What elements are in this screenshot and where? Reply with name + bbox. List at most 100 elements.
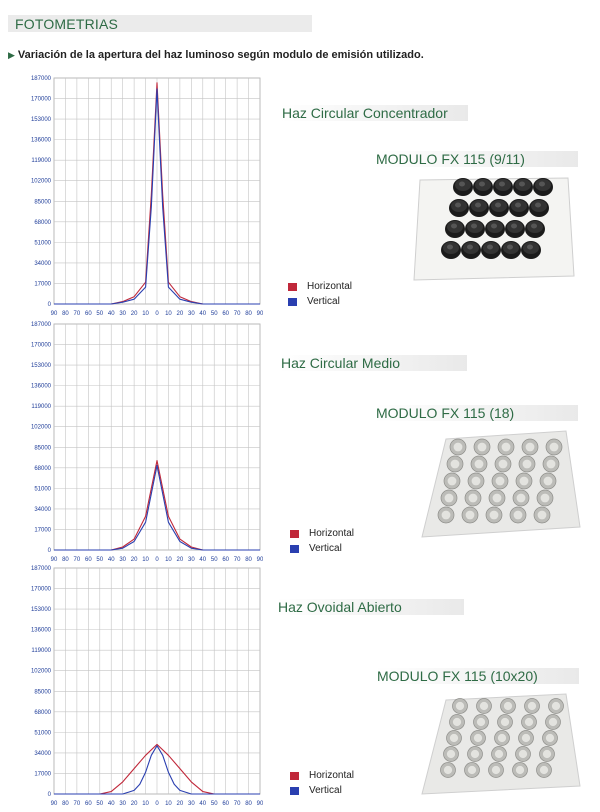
lens-center-icon [475, 460, 484, 469]
beam-label-1: Haz Circular Concentrador [280, 105, 468, 121]
lens-center-icon [514, 511, 523, 520]
y-tick-label: 187000 [31, 566, 52, 572]
y-tick-label: 85000 [34, 445, 51, 451]
module-label-1: MODULO FX 115 (9/11) [374, 151, 578, 167]
lens-center-icon [492, 766, 500, 774]
y-tick-label: 153000 [31, 607, 52, 613]
lens-center-icon [468, 766, 476, 774]
x-tick-label: 10 [165, 311, 172, 317]
lens-center-icon [543, 750, 551, 758]
lens-center-icon [490, 511, 499, 520]
y-tick-label: 34000 [34, 507, 51, 513]
lens-highlight-icon [507, 245, 513, 250]
lens-highlight-icon [475, 203, 481, 208]
photometric-chart-2: 90 80 70 60 50 40 30 20 10 0 10 20 30 40 50 60 70 80 90 187… [18, 318, 263, 566]
chart-2-svg: 90 80 70 60 50 40 30 20 10 0 10 20 30 40 50 60 70 80 90187… [18, 318, 263, 566]
x-tick-label: 30 [188, 801, 195, 807]
x-tick-label: 50 [211, 801, 218, 807]
y-tick-label: 51000 [34, 730, 51, 736]
module-photo-18 [416, 425, 582, 545]
lens-highlight-icon [467, 245, 473, 250]
y-tick-label: 187000 [31, 322, 52, 328]
x-tick-label: 0 [155, 311, 159, 317]
red-swatch-icon [290, 772, 299, 780]
lens-highlight-icon [499, 182, 505, 187]
lens-center-icon [448, 477, 457, 486]
lens-center-icon [445, 494, 454, 503]
y-tick-label: 170000 [31, 587, 52, 593]
lens-center-icon [544, 477, 553, 486]
lens-highlight-icon [491, 224, 497, 229]
lens-center-icon [442, 511, 451, 520]
x-tick-label: 20 [131, 311, 138, 317]
lens-highlight-icon [455, 203, 461, 208]
y-tick-label: 170000 [31, 97, 52, 103]
y-tick-label: 102000 [31, 669, 52, 675]
y-tick-label: 85000 [34, 199, 51, 205]
section-header: FOTOMETRIAS [8, 15, 312, 32]
lens-highlight-icon [459, 182, 465, 187]
lens-center-icon [498, 734, 506, 742]
lens-center-icon [471, 750, 479, 758]
module-photo-9-11 [406, 170, 578, 290]
module-label-3-text: MODULO FX 115 (10x20) [377, 668, 538, 684]
legend-1: Horizontal Vertical [288, 279, 352, 309]
legend-3-horizontal: Horizontal [290, 768, 354, 783]
lens-center-icon [547, 460, 556, 469]
lens-center-icon [501, 718, 509, 726]
x-tick-label: 80 [62, 311, 69, 317]
lens-center-icon [447, 750, 455, 758]
lens-center-icon [456, 702, 464, 710]
lens-highlight-icon [519, 182, 525, 187]
x-tick-label: 60 [85, 801, 92, 807]
lens-center-icon [495, 750, 503, 758]
lens-highlight-icon [527, 245, 533, 250]
lens-highlight-icon [535, 203, 541, 208]
y-tick-label: 0 [48, 548, 52, 554]
lens-center-icon [504, 702, 512, 710]
y-tick-label: 0 [48, 302, 52, 308]
lens-center-icon [525, 718, 533, 726]
chart-3-svg: 90 80 70 60 50 40 30 20 10 0 10 20 30 40 50 60 70 80 90187… [18, 562, 263, 812]
blue-swatch-icon [290, 787, 299, 795]
x-tick-label: 70 [74, 311, 81, 317]
y-tick-label: 136000 [31, 384, 52, 390]
triangle-bullet-icon: ▶ [8, 50, 15, 60]
x-tick-label: 60 [222, 801, 229, 807]
y-tick-label: 17000 [34, 771, 51, 777]
beam-label-3-text: Haz Ovoidal Abierto [278, 599, 402, 615]
legend-2: Horizontal Vertical [290, 526, 354, 556]
x-tick-label: 40 [108, 801, 115, 807]
y-tick-label: 119000 [31, 648, 51, 654]
x-tick-label: 80 [245, 311, 252, 317]
y-tick-label: 17000 [34, 281, 51, 287]
x-tick-label: 30 [119, 311, 126, 317]
x-tick-label: 80 [62, 801, 69, 807]
blue-swatch-icon [288, 298, 297, 306]
lens-center-icon [450, 734, 458, 742]
x-tick-label: 40 [199, 801, 206, 807]
lens-center-icon [496, 477, 505, 486]
x-tick-label: 30 [188, 311, 195, 317]
x-tick-label: 20 [177, 801, 184, 807]
y-tick-label: 153000 [31, 363, 52, 369]
module-label-1-text: MODULO FX 115 (9/11) [376, 151, 525, 167]
lens-center-icon [451, 460, 460, 469]
led-module-clear-lenses-image-2 [416, 690, 582, 796]
x-tick-label: 40 [199, 311, 206, 317]
y-tick-label: 51000 [34, 486, 51, 492]
lens-center-icon [552, 702, 560, 710]
page-subtitle: ▶ Variación de la apertura del haz lumino… [8, 49, 424, 61]
lens-center-icon [517, 494, 526, 503]
blue-swatch-icon [290, 545, 299, 553]
lens-highlight-icon [515, 203, 521, 208]
x-tick-label: 20 [177, 311, 184, 317]
lens-highlight-icon [539, 182, 545, 187]
module-label-2: MODULO FX 115 (18) [374, 405, 578, 421]
lens-center-icon [453, 718, 461, 726]
lens-highlight-icon [531, 224, 537, 229]
x-tick-label: 80 [245, 801, 252, 807]
beam-label-3: Haz Ovoidal Abierto [276, 599, 464, 615]
lens-center-icon [466, 511, 475, 520]
led-module-black-lenses-image [406, 170, 578, 285]
